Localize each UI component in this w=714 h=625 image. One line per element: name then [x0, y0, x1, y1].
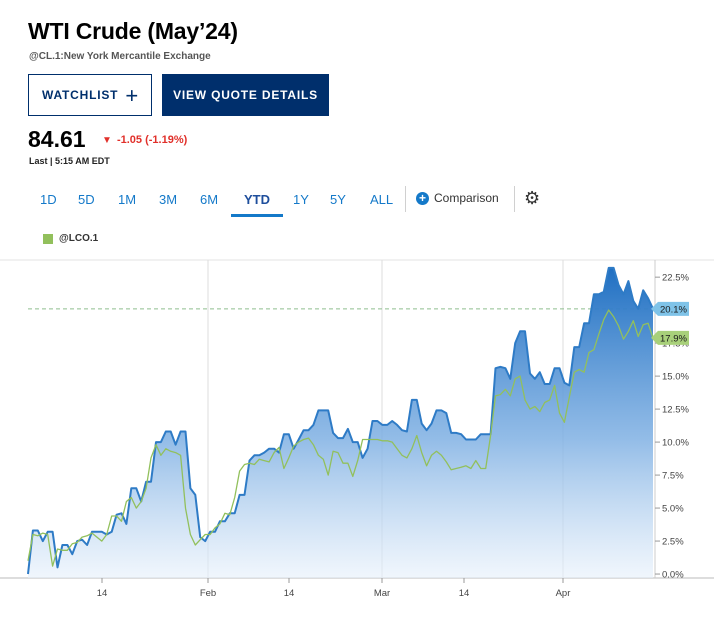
- x-tick-label: 14: [459, 588, 470, 599]
- last-price: 84.61: [28, 126, 86, 152]
- active-tab-indicator: [231, 214, 283, 217]
- chart-legend: @LCO.1: [43, 233, 98, 244]
- y-tick-label: 7.5%: [662, 471, 684, 482]
- tab-1m[interactable]: 1M: [118, 192, 137, 207]
- y-tick-label: 22.5%: [662, 273, 689, 284]
- x-tick-label: 14: [284, 588, 295, 599]
- add-circle-icon: +: [416, 191, 429, 205]
- price-change: ▼ -1.05 (-1.19%): [102, 134, 187, 146]
- y-tick-label: 10.0%: [662, 438, 689, 449]
- tab-1d[interactable]: 1D: [40, 192, 57, 207]
- y-tick-label: 0.0%: [662, 570, 684, 581]
- exchange-subtitle: @CL.1:New York Mercantile Exchange: [29, 51, 211, 62]
- x-tick-label: Mar: [374, 588, 390, 599]
- divider: [405, 186, 406, 212]
- instrument-title: WTI Crude (May’24): [28, 18, 238, 44]
- tab-1y[interactable]: 1Y: [293, 192, 309, 207]
- lco-line: [27, 309, 654, 567]
- wti-line: [27, 266, 654, 575]
- wti-area: [28, 267, 653, 578]
- y-tick-label: 5.0%: [662, 504, 684, 515]
- wti-end-flag: [651, 301, 689, 316]
- comparison-label: Comparison: [434, 191, 499, 205]
- plus-icon: +: [125, 83, 139, 108]
- tab-5y[interactable]: 5Y: [330, 192, 346, 207]
- watchlist-button[interactable]: WATCHLIST +: [28, 74, 152, 116]
- tab-3m[interactable]: 3M: [159, 192, 178, 207]
- last-updated: Last | 5:15 AM EDT: [29, 156, 110, 166]
- x-tick-label: 14: [97, 588, 108, 599]
- x-tick-label: Apr: [556, 588, 571, 599]
- x-tick-label: Feb: [200, 588, 216, 599]
- legend-label: @LCO.1: [59, 233, 99, 244]
- legend-swatch: [43, 233, 53, 244]
- down-arrow-icon: ▼: [102, 135, 112, 146]
- tab-all[interactable]: ALL: [370, 192, 394, 207]
- tab-ytd[interactable]: YTD: [244, 192, 270, 207]
- tab-6m[interactable]: 6M: [200, 192, 219, 207]
- watchlist-label: WATCHLIST: [42, 88, 119, 102]
- divider: [514, 186, 515, 212]
- price-change-value: -1.05 (-1.19%): [116, 134, 188, 146]
- tab-5d[interactable]: 5D: [78, 192, 95, 207]
- view-quote-details-button[interactable]: VIEW QUOTE DETAILS: [162, 74, 329, 116]
- lco-end-label: 17.9%: [660, 333, 687, 344]
- gear-icon[interactable]: ⚙: [524, 188, 541, 208]
- y-tick-label: 15.0%: [662, 372, 689, 383]
- y-tick-label: 12.5%: [662, 405, 689, 416]
- comparison-button[interactable]: + Comparison: [416, 191, 499, 205]
- y-tick-label: 2.5%: [662, 537, 684, 548]
- lco-end-flag: [651, 330, 689, 345]
- wti-end-label: 20.1%: [660, 304, 687, 315]
